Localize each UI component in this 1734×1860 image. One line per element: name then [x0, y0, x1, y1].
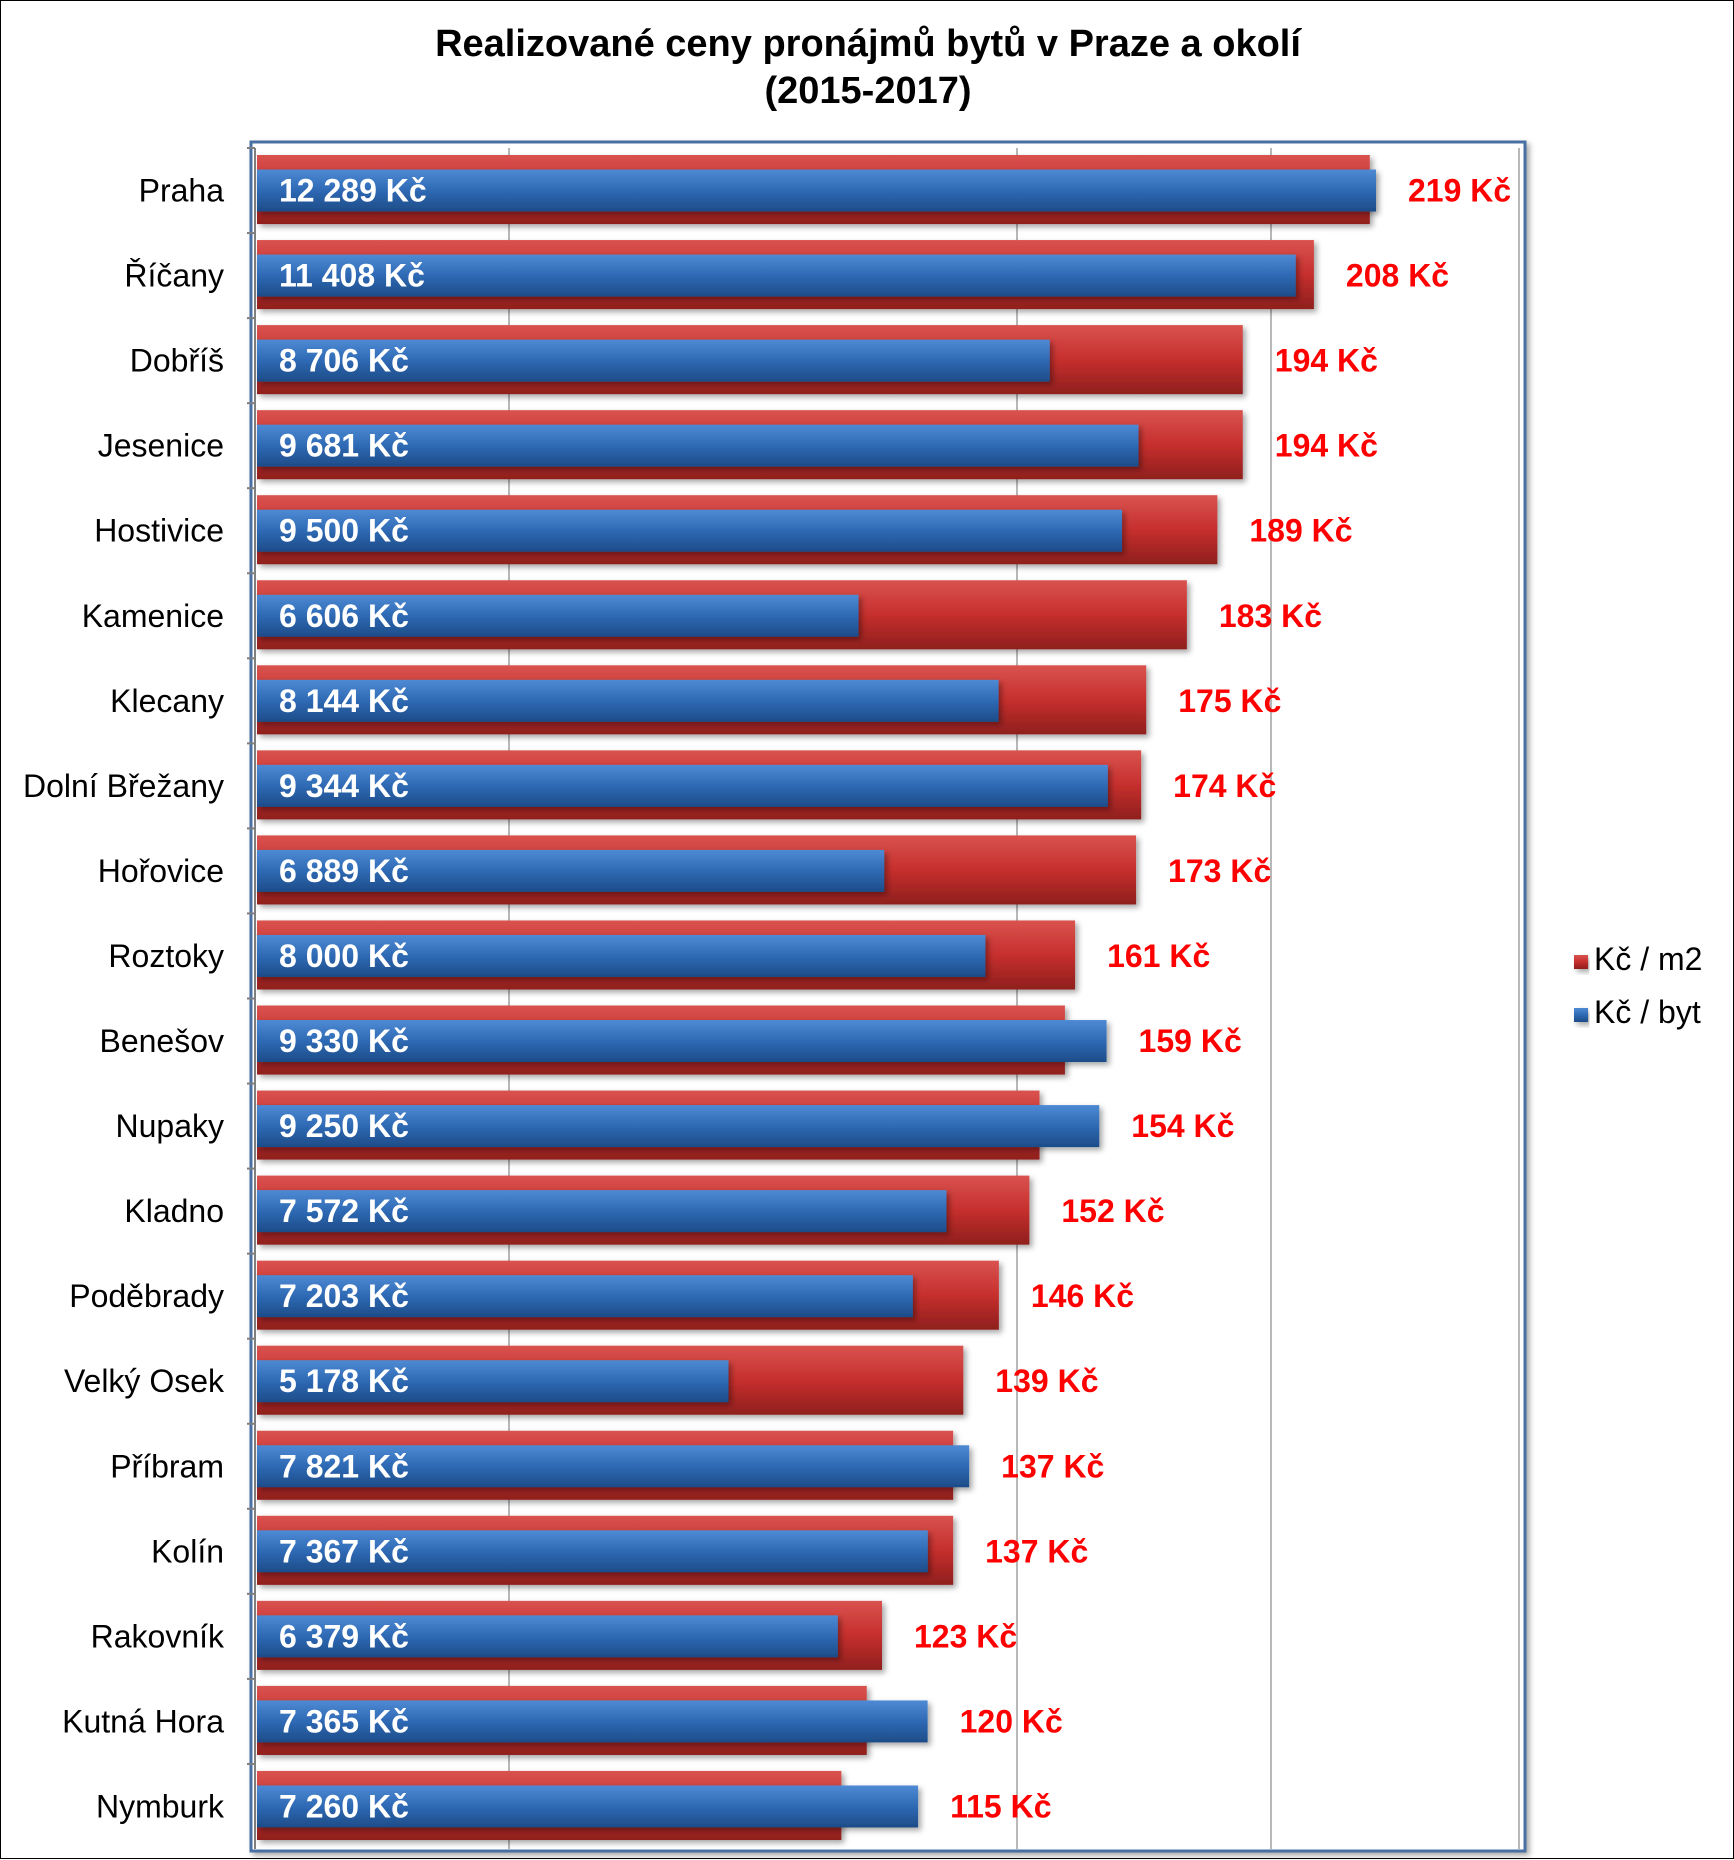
- data-label-kc-byt: 6 379 Kč: [279, 1618, 409, 1654]
- category-label: Hořovice: [98, 853, 224, 889]
- data-label-kc-m2: 159 Kč: [1139, 1023, 1242, 1059]
- data-label-kc-byt: 6 889 Kč: [279, 853, 409, 889]
- category-label: Klecany: [110, 683, 224, 719]
- data-label-kc-byt: 7 203 Kč: [279, 1278, 409, 1314]
- legend: Kč / m2 Kč / byt: [1574, 941, 1702, 1030]
- data-label-kc-m2: 208 Kč: [1346, 258, 1449, 294]
- category-label: Jesenice: [98, 428, 224, 464]
- data-label-kc-m2: 219 Kč: [1408, 173, 1511, 209]
- bar-kc-byt: [257, 849, 885, 892]
- bar-kc-byt: [257, 934, 986, 977]
- data-label-kc-m2: 194 Kč: [1275, 343, 1378, 379]
- data-label-kc-m2: 183 Kč: [1219, 598, 1322, 634]
- bar-kc-byt: [257, 1275, 913, 1318]
- data-label-kc-byt: 11 408 Kč: [279, 258, 425, 294]
- legend-label: Kč / m2: [1594, 941, 1702, 977]
- category-label: Nupaky: [116, 1108, 225, 1144]
- data-label-kc-byt: 9 250 Kč: [279, 1108, 409, 1144]
- data-label-kc-m2: 137 Kč: [985, 1533, 1088, 1569]
- category-label: Roztoky: [108, 938, 224, 974]
- data-label-kc-byt: 9 330 Kč: [279, 1023, 409, 1059]
- chart-title: Realizované ceny pronájmů bytů v Praze a…: [435, 23, 1302, 65]
- category-label: Dobříš: [130, 343, 224, 379]
- plot-area: Praha 12 289 Kč 219 Kč Říčany 11 408 Kč 208 K…: [23, 140, 1527, 1853]
- plot-border: [249, 140, 1527, 1853]
- bar-kc-byt: [257, 679, 999, 722]
- data-label-kc-m2: 154 Kč: [1131, 1108, 1234, 1144]
- bar-kc-byt: [257, 339, 1050, 382]
- data-label-kc-m2: 146 Kč: [1031, 1278, 1134, 1314]
- data-label-kc-byt: 9 344 Kč: [279, 768, 409, 804]
- data-label-kc-m2: 123 Kč: [914, 1618, 1017, 1654]
- data-label-kc-byt: 12 289 Kč: [279, 173, 427, 209]
- category-label: Příbram: [110, 1448, 224, 1484]
- data-label-kc-m2: 161 Kč: [1107, 938, 1210, 974]
- bar-kc-byt: [257, 1785, 919, 1828]
- data-label-kc-m2: 115 Kč: [950, 1788, 1051, 1824]
- legend-label: Kč / byt: [1594, 994, 1701, 1030]
- data-label-kc-m2: 173 Kč: [1168, 853, 1271, 889]
- bar-kc-byt: [257, 424, 1139, 467]
- data-label-kc-m2: 189 Kč: [1249, 513, 1352, 549]
- data-label-kc-byt: 7 365 Kč: [279, 1703, 409, 1739]
- data-label-kc-byt: 8 144 Kč: [279, 683, 409, 719]
- data-label-kc-m2: 139 Kč: [995, 1363, 1098, 1399]
- data-label-kc-byt: 9 500 Kč: [279, 513, 409, 549]
- bar-kc-byt: [257, 764, 1108, 807]
- category-label: Benešov: [99, 1023, 224, 1059]
- chart-subtitle: (2015-2017): [764, 70, 971, 112]
- bar-kc-byt: [257, 1020, 1107, 1063]
- data-label-kc-byt: 5 178 Kč: [279, 1363, 409, 1399]
- category-label: Kladno: [124, 1193, 224, 1229]
- bar-kc-byt: [257, 1360, 729, 1403]
- data-label-kc-byt: 9 681 Kč: [279, 428, 409, 464]
- category-label: Nymburk: [96, 1788, 225, 1824]
- category-label: Hostivice: [94, 513, 224, 549]
- bar-kc-byt: [257, 254, 1296, 297]
- data-label-kc-m2: 194 Kč: [1275, 428, 1378, 464]
- category-label: Dolní Břežany: [23, 768, 224, 804]
- bar-kc-byt: [257, 509, 1123, 552]
- data-label-kc-m2: 175 Kč: [1178, 683, 1281, 719]
- data-label-kc-byt: 7 260 Kč: [279, 1788, 409, 1824]
- data-label-kc-m2: 137 Kč: [1001, 1448, 1104, 1484]
- category-label: Rakovník: [91, 1618, 225, 1654]
- data-label-kc-byt: 7 367 Kč: [279, 1533, 409, 1569]
- bar-kc-byt: [257, 1445, 970, 1488]
- bar-kc-byt: [257, 1105, 1100, 1148]
- bar-kc-byt: [257, 1700, 928, 1743]
- data-label-kc-m2: 174 Kč: [1173, 768, 1276, 804]
- data-label-kc-byt: 8 000 Kč: [279, 938, 409, 974]
- bar-kc-byt: [257, 1190, 947, 1233]
- legend-swatch: [1574, 955, 1588, 969]
- category-label: Říčany: [124, 258, 224, 294]
- category-label: Velký Osek: [64, 1363, 225, 1399]
- category-label: Kutná Hora: [62, 1703, 224, 1739]
- data-label-kc-byt: 7 821 Kč: [279, 1448, 409, 1484]
- bar-kc-byt: [257, 169, 1376, 212]
- data-label-kc-byt: 7 572 Kč: [279, 1193, 409, 1229]
- category-label: Kamenice: [82, 598, 224, 634]
- category-label: Praha: [139, 173, 225, 209]
- data-label-kc-byt: 8 706 Kč: [279, 343, 409, 379]
- category-label: Poděbrady: [69, 1278, 224, 1314]
- bar-kc-byt: [257, 1615, 838, 1658]
- category-label: Kolín: [151, 1533, 224, 1569]
- legend-swatch: [1574, 1008, 1588, 1022]
- bar-kc-byt: [257, 1530, 928, 1573]
- data-label-kc-byt: 6 606 Kč: [279, 598, 409, 634]
- bar-kc-byt: [257, 594, 859, 637]
- data-label-kc-m2: 120 Kč: [960, 1703, 1063, 1739]
- data-label-kc-m2: 152 Kč: [1061, 1193, 1164, 1229]
